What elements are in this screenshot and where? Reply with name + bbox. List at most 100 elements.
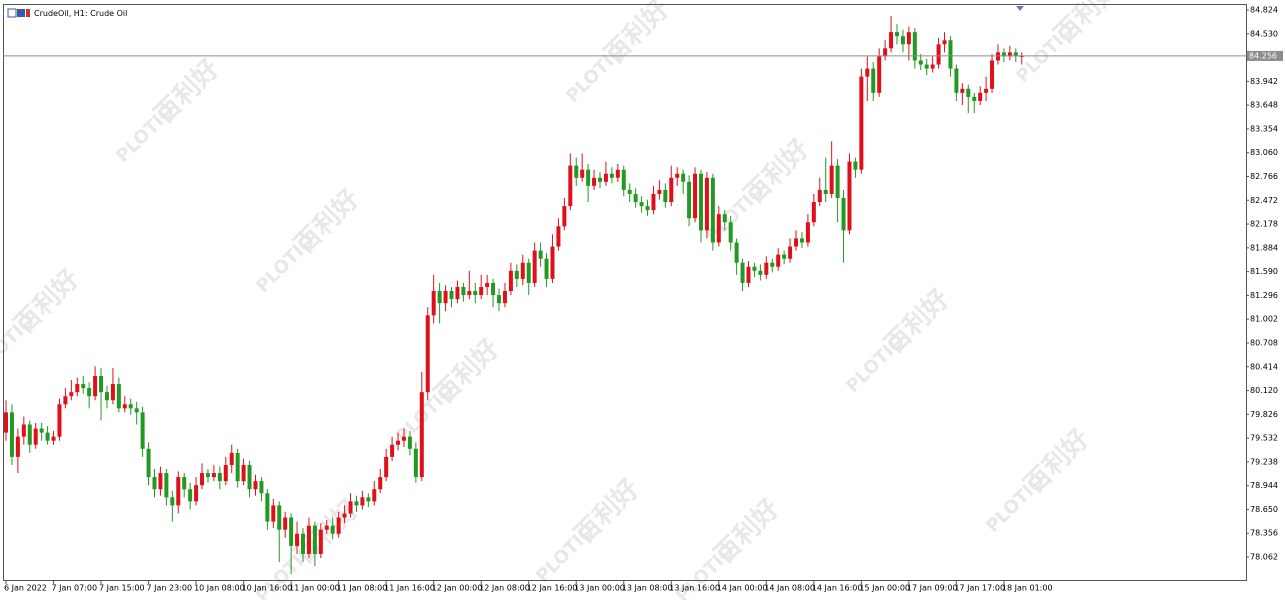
y-tick-label: 81.296: [1250, 291, 1278, 300]
candle-body: [871, 68, 876, 93]
candle-body: [627, 189, 632, 194]
x-tick-label: 12 Jan 16:00: [527, 584, 578, 593]
candle-body: [574, 165, 579, 178]
candle-body: [235, 452, 240, 482]
candle-body: [449, 291, 454, 300]
y-tick-label: 83.648: [1250, 101, 1278, 110]
x-tick-label: 14 Jan 00:00: [717, 584, 768, 593]
candle-body: [693, 173, 698, 219]
candle-body: [69, 392, 74, 397]
x-tick-label: 13 Jan 08:00: [622, 584, 673, 593]
x-tick-label: 12 Jan 00:00: [432, 584, 483, 593]
candle-body: [104, 392, 109, 401]
y-tick-label: 78.356: [1250, 529, 1278, 538]
y-tick-label: 81.002: [1250, 315, 1278, 324]
candle-body: [128, 404, 133, 409]
candle-body: [502, 291, 507, 304]
candle-body: [419, 392, 424, 478]
candle-body: [847, 161, 852, 231]
candle-body: [211, 473, 216, 478]
x-tick-label: 13 Jan 00:00: [574, 584, 625, 593]
candle-body: [461, 286, 466, 296]
candle-body: [740, 262, 745, 283]
candle-body: [63, 396, 68, 405]
candle-body: [598, 177, 602, 182]
candle-body: [485, 282, 490, 287]
candle-body: [194, 485, 199, 502]
candle-body: [924, 64, 929, 69]
candle-body: [39, 428, 44, 433]
x-tick-label: 13 Jan 16:00: [669, 584, 720, 593]
candle-body: [758, 270, 763, 275]
candle-body: [639, 202, 644, 207]
candle-body: [544, 258, 549, 279]
candle-body: [27, 424, 32, 445]
candle-body: [930, 64, 935, 69]
candle-body: [271, 505, 276, 522]
candle-body: [443, 291, 448, 304]
candle-body: [900, 36, 905, 45]
candle-body: [217, 473, 222, 482]
candle-body: [21, 424, 26, 437]
x-tick-label: 12 Jan 08:00: [479, 584, 530, 593]
candle-body: [467, 291, 472, 296]
candle-body: [390, 444, 395, 457]
candle-body: [336, 517, 341, 534]
y-tick-label: 82.472: [1250, 196, 1278, 205]
candle-body: [205, 473, 210, 478]
candle-body: [883, 48, 888, 57]
candle-body: [57, 404, 62, 437]
candle-body: [33, 428, 38, 445]
candle-body: [241, 464, 246, 482]
candle-body: [330, 525, 335, 534]
y-tick-label: 83.942: [1250, 77, 1278, 86]
candle-body: [247, 464, 252, 490]
x-tick-label: 11 Jan 16:00: [384, 584, 435, 593]
candle-body: [134, 408, 139, 413]
candle-body: [734, 242, 739, 263]
candle-body: [728, 222, 733, 243]
candle-body: [770, 262, 775, 267]
candle-body: [401, 436, 406, 441]
candle-body: [253, 481, 258, 490]
candle-body: [348, 501, 353, 514]
candle-body: [853, 161, 858, 170]
candle-body: [526, 262, 531, 283]
candle-body: [342, 513, 347, 518]
candle-body: [615, 169, 620, 178]
chart-title: CrudeOil, H1: Crude Oil: [34, 9, 127, 18]
candle-body: [687, 181, 692, 219]
candle-body: [823, 189, 828, 194]
candle-body: [942, 40, 947, 45]
y-tick-label: 83.354: [1250, 124, 1278, 133]
candle-body: [259, 481, 264, 494]
candle-body: [93, 375, 98, 397]
y-tick-label: 78.062: [1250, 553, 1278, 562]
candle-body: [972, 96, 977, 101]
y-tick-label: 78.944: [1250, 481, 1278, 490]
candle-body: [966, 88, 971, 97]
candle-body: [592, 177, 597, 186]
candle-body: [318, 529, 323, 554]
y-tick-label: 81.884: [1250, 243, 1278, 252]
y-tick-label: 80.120: [1250, 386, 1278, 395]
candle-body: [15, 436, 20, 457]
candle-body: [817, 189, 822, 203]
candle-body: [752, 266, 757, 271]
candle-body: [413, 448, 418, 478]
candle-body: [663, 189, 668, 203]
candle-body: [675, 173, 680, 178]
candle-body: [455, 286, 460, 300]
candle-body: [301, 533, 305, 554]
candle-body: [722, 214, 727, 223]
x-tick-label: 11 Jan 00:00: [289, 584, 340, 593]
candle-body: [805, 222, 810, 243]
candle-body: [841, 197, 846, 231]
candle-body: [586, 169, 591, 186]
candle-body: [51, 436, 56, 441]
x-tick-label: 14 Jan 16:00: [812, 584, 863, 593]
y-tick-label: 84.824: [1250, 5, 1278, 14]
candle-body: [776, 254, 781, 267]
x-tick-label: 7 Jan 07:00: [52, 584, 98, 593]
